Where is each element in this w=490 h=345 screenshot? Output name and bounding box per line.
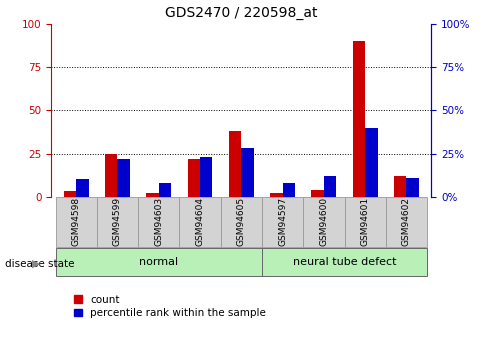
Bar: [242, 148, 254, 197]
Text: GSM94604: GSM94604: [196, 197, 204, 246]
Bar: [64, 191, 76, 197]
Bar: [262, 197, 303, 247]
Text: normal: normal: [139, 257, 178, 267]
Text: GSM94598: GSM94598: [72, 197, 81, 246]
Text: GSM94599: GSM94599: [113, 197, 122, 246]
Bar: [324, 176, 336, 197]
Bar: [138, 197, 179, 247]
Bar: [406, 178, 419, 197]
Bar: [76, 179, 89, 197]
Bar: [97, 197, 138, 247]
Text: GSM94597: GSM94597: [278, 197, 287, 246]
Bar: [283, 183, 295, 197]
Text: ▶: ▶: [32, 259, 40, 269]
Bar: [229, 131, 242, 197]
Text: GSM94600: GSM94600: [319, 197, 328, 246]
Bar: [386, 197, 427, 247]
Bar: [303, 197, 344, 247]
Bar: [365, 128, 377, 197]
Bar: [55, 197, 97, 247]
Bar: [394, 176, 406, 197]
Bar: [118, 159, 130, 197]
Bar: [159, 183, 171, 197]
Text: GSM94603: GSM94603: [154, 197, 163, 246]
Bar: [179, 197, 220, 247]
Text: disease state: disease state: [5, 259, 74, 269]
Text: GSM94605: GSM94605: [237, 197, 246, 246]
Bar: [105, 154, 118, 197]
Bar: [353, 41, 365, 197]
Text: GSM94602: GSM94602: [402, 197, 411, 246]
Bar: [220, 197, 262, 247]
Bar: [344, 197, 386, 247]
Bar: [262, 248, 427, 276]
Title: GDS2470 / 220598_at: GDS2470 / 220598_at: [165, 6, 318, 20]
Text: GSM94601: GSM94601: [361, 197, 369, 246]
Bar: [147, 193, 159, 197]
Text: neural tube defect: neural tube defect: [293, 257, 396, 267]
Bar: [270, 193, 283, 197]
Bar: [312, 190, 324, 197]
Bar: [188, 159, 200, 197]
Bar: [55, 248, 262, 276]
Bar: [200, 157, 213, 197]
Legend: count, percentile rank within the sample: count, percentile rank within the sample: [74, 295, 267, 318]
